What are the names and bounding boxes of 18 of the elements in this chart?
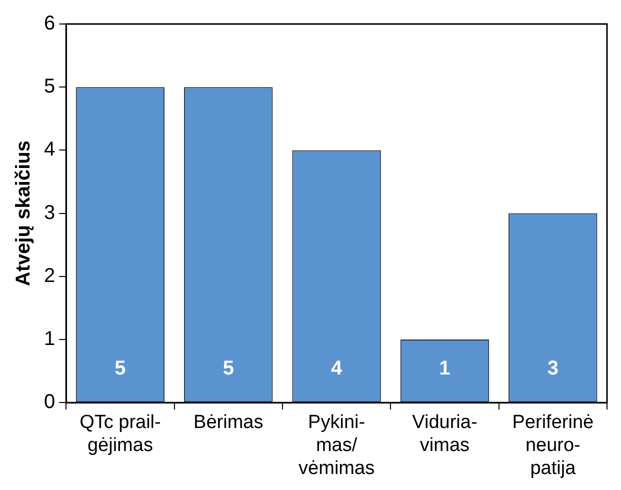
data-label: 5 bbox=[222, 358, 234, 380]
data-label: 5 bbox=[114, 358, 126, 380]
x-tick-label: Bėrimas bbox=[194, 412, 264, 434]
x-tick-label: Pykini- mas/ vėmimas bbox=[298, 412, 375, 479]
y-axis-title: Atvejų skaičius bbox=[12, 140, 35, 286]
y-tick-label: 0 bbox=[44, 391, 56, 414]
y-tick-label: 4 bbox=[44, 138, 56, 161]
x-tick-label: QTc prail- gėjimas bbox=[80, 412, 161, 456]
data-label: 3 bbox=[547, 358, 558, 380]
x-tick-label: Periferinė neuro- patija bbox=[512, 412, 594, 479]
y-tick-label: 2 bbox=[44, 264, 56, 287]
y-tick-label: 1 bbox=[44, 328, 56, 350]
y-tick-label: 3 bbox=[44, 202, 56, 224]
y-tick-label: 5 bbox=[44, 76, 56, 98]
data-label: 4 bbox=[331, 358, 343, 380]
y-tick-label: 6 bbox=[44, 12, 56, 35]
data-label: 1 bbox=[439, 358, 450, 380]
x-tick-label: Viduria- vimas bbox=[412, 412, 478, 456]
